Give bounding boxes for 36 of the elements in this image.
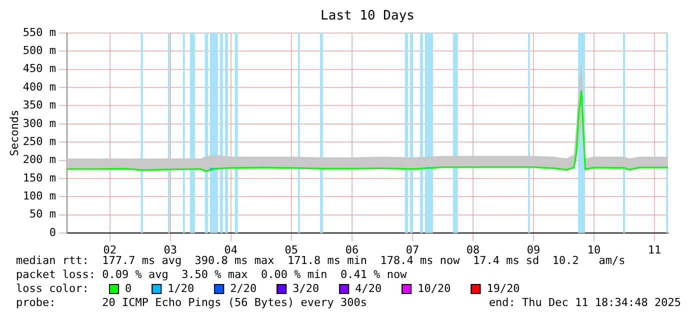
legend-title: loss color: (16, 282, 89, 295)
x-tick-label: 03 (164, 243, 178, 256)
y-tick-label: 200 m (22, 153, 56, 166)
text: end: Thu Dec 11 18:34:48 2025 (488, 296, 681, 309)
x-tick-label: 02 (103, 243, 116, 256)
x-tick-label: 09 (526, 243, 540, 256)
legend-label: 3/20 (292, 282, 320, 295)
text: median rtt: 177.7 ms avg 390.8 ms max 171.8 ms min 178.4 ms now 17.4 ms sd 10.2 am/s (16, 254, 626, 267)
y-tick-label: 400 m (22, 80, 56, 94)
y-tick-label: 500 m (22, 44, 56, 58)
y-tick-label: 300 m (22, 116, 56, 130)
y-tick-label: 150 m (22, 171, 56, 184)
x-tick-label: 10 (587, 243, 601, 256)
y-axis-title: Seconds (8, 110, 21, 156)
x-tick-label: 11 (648, 243, 662, 256)
y-tick-label: 250 m (22, 134, 56, 148)
legend-label: 0 (125, 282, 132, 295)
chart-title: Last 10 Days (320, 8, 414, 24)
x-tick-label: 08 (466, 243, 480, 256)
x-tick-label: 05 (284, 243, 298, 256)
legend-label: 4/20 (355, 282, 382, 295)
text: probe: 20 ICMP Echo Pings (56 Bytes) every 300s (16, 296, 367, 309)
x-tick-label: 04 (224, 243, 238, 256)
legend-label: 19/20 (486, 282, 520, 295)
x-tick-label: 07 (406, 243, 420, 256)
text: packet loss: 0.09 % avg 3.50 % max 0.00 % min 0.41 % now (16, 268, 408, 281)
y-tick-label: 100 m (22, 189, 56, 202)
legend-label: 10/20 (418, 282, 451, 295)
y-tick-label: 450 m (22, 62, 56, 76)
y-tick-label: 550 m (22, 26, 56, 39)
y-tick-label: 350 m (22, 98, 56, 112)
legend-label: 1/20 (168, 282, 194, 295)
y-tick-label: 50 m (30, 208, 56, 221)
x-tick-label: 06 (345, 243, 359, 256)
y-tick-label: 0 (49, 226, 56, 239)
legend-label: 2/20 (230, 282, 257, 295)
